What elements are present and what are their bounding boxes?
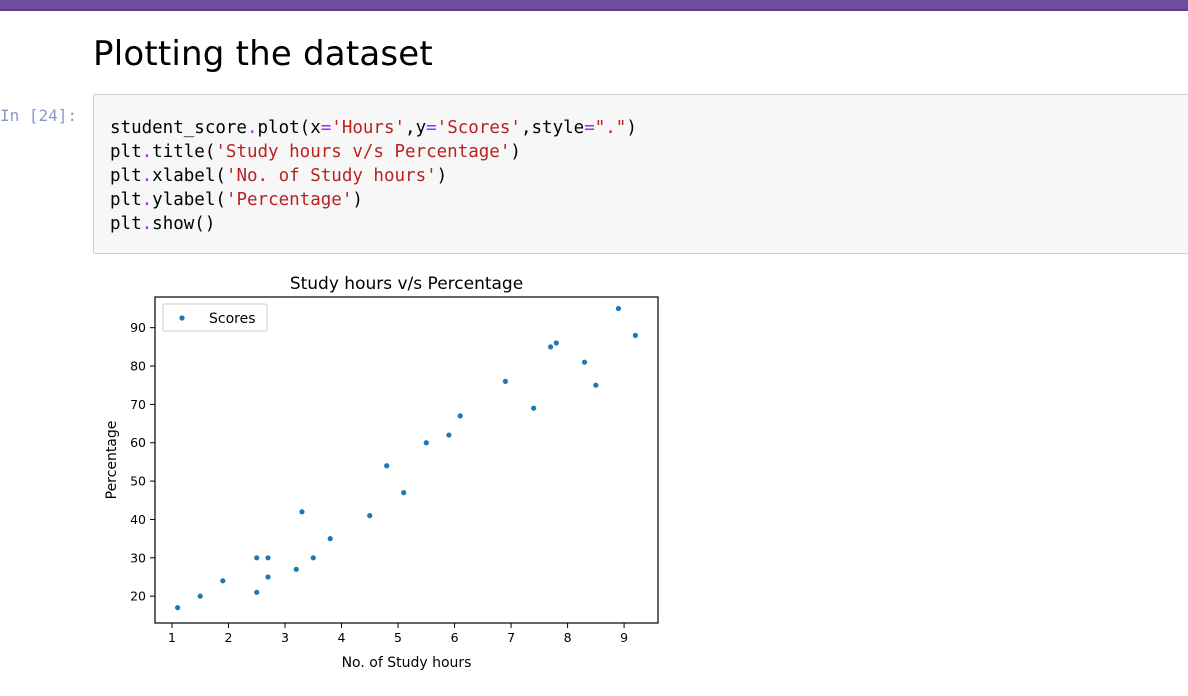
- code-token: 'No. of Study hours': [225, 166, 437, 186]
- code-token: 'Scores': [436, 118, 521, 138]
- code-token: plt: [110, 214, 142, 234]
- code-token: plt: [110, 142, 142, 162]
- code-token: .: [141, 190, 153, 210]
- data-point: [401, 490, 407, 496]
- data-point: [265, 555, 271, 561]
- x-tick-label: 9: [620, 630, 628, 645]
- chart-title: Study hours v/s Percentage: [290, 274, 523, 294]
- code-token: 'Study hours v/s Percentage': [215, 142, 511, 162]
- code-token: show(): [152, 214, 216, 234]
- x-tick-label: 1: [168, 630, 176, 645]
- code-token: 'Hours': [331, 118, 406, 138]
- code-token: ".": [594, 118, 627, 138]
- x-tick-label: 6: [451, 630, 459, 645]
- data-point: [220, 578, 226, 584]
- code-token: .: [141, 142, 153, 162]
- data-point: [632, 332, 638, 338]
- legend-label: Scores: [209, 311, 256, 327]
- data-point: [310, 555, 316, 561]
- data-point: [593, 382, 599, 388]
- code-token: =: [426, 118, 437, 138]
- y-tick-label: 90: [130, 320, 146, 335]
- code-cell[interactable]: student_score.plot(x='Hours',y='Scores',…: [93, 94, 1188, 254]
- code-token: =: [584, 118, 595, 138]
- data-point: [446, 432, 452, 438]
- code-token: ,style: [520, 118, 585, 138]
- x-tick-label: 7: [507, 630, 515, 645]
- code-token: xlabel(: [152, 166, 226, 186]
- code-token: plot(x: [257, 118, 321, 138]
- y-tick-label: 50: [130, 474, 146, 489]
- plot-area: [154, 296, 659, 624]
- code-token: ): [436, 166, 448, 186]
- scatter-chart: Study hours v/s Percentage 1 2 3 4 5 6 7 8 9 20 30 4…: [104, 274, 659, 671]
- code-token: title(: [152, 142, 216, 162]
- code-token: plt: [110, 190, 142, 210]
- code-line: plt.title('Study hours v/s Percentage'): [110, 140, 637, 164]
- y-tick-label: 40: [130, 512, 146, 527]
- data-point: [423, 440, 429, 446]
- data-point: [457, 413, 463, 419]
- y-tick-label: 70: [130, 397, 146, 412]
- y-tick-label: 20: [130, 589, 146, 604]
- cell-prompt: In [24]:: [0, 106, 78, 125]
- x-tick-label: 8: [564, 630, 572, 645]
- data-point: [502, 378, 509, 384]
- data-point: [293, 566, 299, 572]
- code-editor[interactable]: student_score.plot(x='Hours',y='Scores',…: [110, 116, 637, 236]
- data-point: [615, 305, 622, 312]
- cell-output: Study hours v/s Percentage 1 2 3 4 5 6 7 8 9 20 30 4…: [93, 262, 693, 692]
- x-tick-label: 5: [394, 630, 402, 645]
- code-line: plt.show(): [110, 212, 637, 236]
- code-token: .: [141, 166, 153, 186]
- data-point: [367, 513, 373, 519]
- data-point: [553, 340, 559, 346]
- data-point: [531, 405, 537, 411]
- data-point: [265, 574, 271, 580]
- code-line: plt.ylabel('Percentage'): [110, 188, 637, 212]
- data-point: [581, 359, 588, 365]
- data-point: [327, 536, 333, 542]
- y-axis-label: Percentage: [104, 421, 120, 500]
- y-tick-label: 30: [130, 550, 146, 565]
- data-point: [175, 605, 181, 611]
- legend-marker: [179, 315, 185, 321]
- notebook-top-bar: [0, 0, 1188, 11]
- data-point: [299, 509, 305, 515]
- x-tick-label: 3: [281, 630, 289, 645]
- code-token: =: [320, 118, 332, 138]
- code-token: plt: [110, 166, 142, 186]
- code-token: ylabel(: [152, 190, 226, 210]
- data-point: [254, 589, 260, 595]
- y-tick-label: 80: [130, 359, 146, 374]
- code-token: ): [626, 118, 637, 138]
- code-token: ,y: [405, 118, 427, 138]
- x-tick-label: 4: [338, 630, 346, 645]
- y-tick-label: 60: [130, 435, 146, 450]
- code-token: student_score: [110, 118, 247, 138]
- data-point: [197, 593, 203, 599]
- data-point: [384, 463, 390, 469]
- code-line: student_score.plot(x='Hours',y='Scores',…: [110, 116, 637, 140]
- code-token: .: [246, 118, 258, 138]
- legend-box: [162, 303, 268, 332]
- code-token: ): [352, 190, 363, 210]
- code-line: plt.xlabel('No. of Study hours'): [110, 164, 637, 188]
- code-token: .: [141, 214, 153, 234]
- markdown-heading: Plotting the dataset: [93, 34, 433, 74]
- x-axis-label: No. of Study hours: [342, 655, 472, 671]
- code-token: ): [510, 142, 521, 162]
- x-tick-label: 2: [224, 630, 232, 645]
- data-point: [548, 344, 554, 350]
- code-token: 'Percentage': [225, 190, 353, 210]
- data-point: [254, 555, 260, 561]
